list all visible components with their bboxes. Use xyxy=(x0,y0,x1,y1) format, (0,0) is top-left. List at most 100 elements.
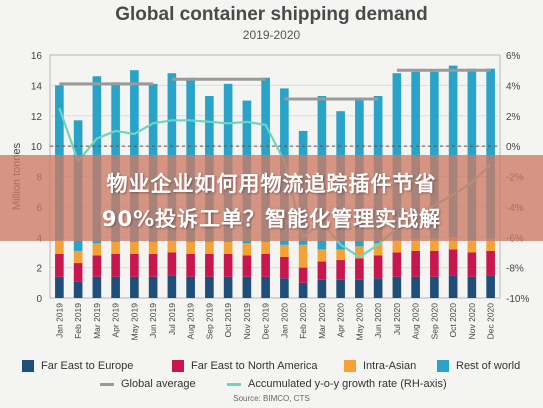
bar-segment xyxy=(223,241,233,254)
x-tick-label: Apr 2019 xyxy=(111,303,121,338)
chart-title: Global container shipping demand xyxy=(115,4,428,25)
x-tick-label: Apr 2020 xyxy=(336,303,346,338)
bar-segment xyxy=(467,252,477,277)
y-tick-label: 12 xyxy=(31,112,43,123)
bar-segment xyxy=(392,252,402,277)
legend-line-swatch xyxy=(227,382,241,386)
promo-overlay-line-1: 物业企业如何用物流追踪插件节省 xyxy=(106,172,437,196)
bar-segment xyxy=(130,241,139,254)
bar-segment xyxy=(261,241,270,254)
bar-segment xyxy=(280,278,289,298)
bar-segment xyxy=(430,238,439,251)
y2-tick-label: 6% xyxy=(506,51,521,62)
bar-segment xyxy=(411,238,420,251)
bar-segment xyxy=(392,276,402,298)
bar-segment xyxy=(55,276,64,298)
bar-segment xyxy=(205,241,214,254)
bar-segment xyxy=(486,68,495,239)
bar-segment xyxy=(242,243,252,256)
legend-label: Accumulated y-o-y growth rate (RH-axis) xyxy=(248,378,447,390)
bar-segment xyxy=(355,279,364,298)
y2-tick-label: -8% xyxy=(506,264,524,275)
x-tick-label: Jul 2019 xyxy=(167,303,177,335)
bar-segment xyxy=(73,281,83,298)
bar-segment xyxy=(298,267,308,283)
bar-segment xyxy=(55,253,64,277)
bar-segment xyxy=(261,253,270,277)
bar-segment xyxy=(242,276,252,298)
bar-segment xyxy=(148,276,158,298)
legend-item-global-average: Global average xyxy=(100,378,196,390)
bar-segment xyxy=(411,250,420,277)
bar-segment xyxy=(167,240,177,253)
y2-tick-label: 4% xyxy=(506,81,521,92)
legend-label: Rest of world xyxy=(456,360,521,372)
bar-segment xyxy=(355,246,364,259)
bar-segment xyxy=(448,249,458,276)
bar-segment xyxy=(392,240,402,253)
x-tick-label: Jun 2019 xyxy=(148,303,158,338)
bar-segment xyxy=(205,276,214,298)
bar-segment xyxy=(167,252,177,276)
legend-label: Far East to North America xyxy=(191,360,318,372)
bar-segment xyxy=(317,249,327,262)
x-tick-label: Sep 2020 xyxy=(429,303,439,340)
source-note: Source: BIMCO, CTS xyxy=(233,394,310,403)
legend-swatch xyxy=(437,360,449,372)
bar-segment xyxy=(205,253,214,277)
bar-segment xyxy=(261,276,270,298)
bar-segment xyxy=(486,238,495,251)
bar-segment xyxy=(298,244,308,268)
legend-item-far-east-europe: Far East to Europe xyxy=(22,360,133,372)
bar-segment xyxy=(336,279,345,298)
bar-segment xyxy=(467,276,477,298)
bar-segment xyxy=(467,68,477,241)
bar-segment xyxy=(355,258,364,280)
bar-segment xyxy=(130,253,139,277)
bar-segment xyxy=(317,279,327,298)
bar-segment xyxy=(111,276,120,298)
x-tick-label: Jun 2020 xyxy=(373,303,383,338)
x-tick-label: Oct 2019 xyxy=(223,303,233,338)
x-tick-label: Sep 2019 xyxy=(204,303,214,340)
bar-segment xyxy=(92,243,102,256)
bar-segment xyxy=(167,275,177,298)
bar-segment xyxy=(148,241,158,254)
x-tick-label: Aug 2020 xyxy=(411,303,421,340)
x-tick-label: Nov 2019 xyxy=(242,303,252,340)
x-tick-label: Oct 2020 xyxy=(448,303,458,338)
legend-item-rest-of-world: Rest of world xyxy=(437,360,520,372)
bar-segment xyxy=(242,255,252,277)
bar-segment xyxy=(92,276,102,298)
legend-line-swatch xyxy=(100,382,114,386)
bar-segment xyxy=(298,282,308,298)
bar-segment xyxy=(486,275,495,298)
bar-segment xyxy=(223,276,233,298)
x-tick-label: Jan 2019 xyxy=(54,303,64,338)
bar-segment xyxy=(336,249,345,261)
y-tick-label: 0 xyxy=(36,294,42,305)
promo-overlay-band xyxy=(0,155,543,241)
x-tick-label: Mar 2020 xyxy=(317,303,327,339)
bar-segment xyxy=(373,278,383,298)
bar-segment xyxy=(186,241,195,254)
y2-tick-label: 2% xyxy=(506,112,521,123)
x-tick-label: Feb 2020 xyxy=(298,303,308,339)
bar-segment xyxy=(336,260,345,280)
chart-subtitle: 2019-2020 xyxy=(242,28,301,42)
x-tick-label: Mar 2019 xyxy=(92,303,102,339)
x-tick-label: May 2019 xyxy=(129,303,139,341)
legend-swatch xyxy=(344,360,356,372)
legend-swatch xyxy=(22,360,34,372)
x-tick-label: May 2020 xyxy=(354,303,364,341)
bar-segment xyxy=(448,275,458,298)
bar-segment xyxy=(55,240,64,254)
bar-segment xyxy=(448,237,458,250)
bar-segment xyxy=(73,263,83,282)
bar-segment xyxy=(317,261,327,280)
bar-segment xyxy=(111,253,120,277)
bar-segment xyxy=(92,255,102,277)
promo-overlay-line-2: 90%投诉工单？智能化管理实战解 xyxy=(101,207,442,231)
bar-segment xyxy=(430,250,439,277)
